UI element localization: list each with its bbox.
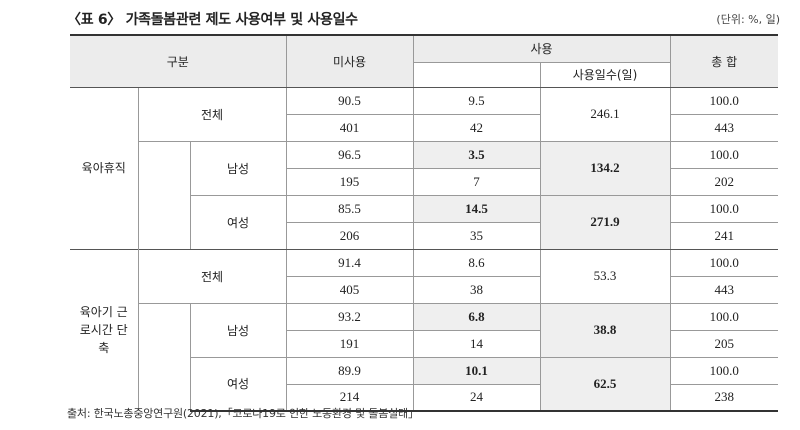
count-unused: 214	[285, 384, 413, 412]
count-used: 42	[412, 114, 540, 142]
row-label: 남성	[189, 141, 286, 196]
count-total: 443	[669, 114, 778, 142]
count-total: 241	[669, 222, 778, 250]
count-unused: 206	[285, 222, 413, 250]
table-caption: 〈표 6〉 가족돌봄관련 제도 사용여부 및 사용일수	[67, 12, 358, 28]
pct-used: 9.5	[412, 87, 540, 115]
pct-unused: 85.5	[285, 195, 413, 223]
pct-used: 10.1	[412, 357, 540, 385]
count-total: 205	[669, 330, 778, 358]
pct-used: 3.5	[412, 141, 540, 169]
unit-note: (단위: %, 일)	[716, 13, 780, 26]
pct-unused: 90.5	[285, 87, 413, 115]
pct-total: 100.0	[669, 248, 778, 277]
pct-unused: 89.9	[285, 357, 413, 385]
header-total: 총 합	[669, 34, 778, 88]
used-days: 246.1	[539, 87, 670, 142]
used-days: 271.9	[539, 195, 670, 250]
group-label: 육아기 근로시간 단축	[70, 248, 138, 411]
pct-unused: 93.2	[285, 303, 413, 331]
header-used-days: 사용일수(일)	[539, 61, 670, 88]
pct-used: 6.8	[412, 303, 540, 331]
count-used: 24	[412, 384, 540, 412]
pct-total: 100.0	[669, 357, 778, 385]
row-label: 남성	[189, 303, 286, 358]
row-label: 전체	[137, 87, 286, 142]
pct-total: 100.0	[669, 87, 778, 115]
count-total: 202	[669, 168, 778, 196]
pct-total: 100.0	[669, 141, 778, 169]
count-used: 7	[412, 168, 540, 196]
pct-unused: 91.4	[285, 248, 413, 277]
row-label: 전체	[137, 248, 286, 304]
count-used: 38	[412, 276, 540, 304]
used-days: 38.8	[539, 303, 670, 358]
count-total: 443	[669, 276, 778, 304]
used-days: 62.5	[539, 357, 670, 412]
pct-total: 100.0	[669, 303, 778, 331]
used-days: 53.3	[539, 248, 670, 304]
count-used: 35	[412, 222, 540, 250]
count-unused: 191	[285, 330, 413, 358]
count-unused: 405	[285, 276, 413, 304]
count-unused: 401	[285, 114, 413, 142]
header-category: 구분	[70, 34, 286, 88]
pct-unused: 96.5	[285, 141, 413, 169]
group-label-text: 육아기 근로시간 단축	[79, 305, 128, 356]
pct-total: 100.0	[669, 195, 778, 223]
count-used: 14	[412, 330, 540, 358]
source-note: 출처: 한국노총중앙연구원(2021),「코로나19로 인한 노동환경 및 돌봄…	[67, 407, 419, 420]
row-label: 여성	[189, 357, 286, 412]
pct-used: 8.6	[412, 248, 540, 277]
used-days: 134.2	[539, 141, 670, 196]
header-used: 사용	[412, 34, 670, 62]
row-label: 여성	[189, 195, 286, 250]
group-label: 육아휴직	[81, 161, 126, 175]
count-unused: 195	[285, 168, 413, 196]
header-unused: 미사용	[285, 34, 413, 88]
count-total: 238	[669, 384, 778, 412]
usage-table: 구분 미사용 사용 총 합 사용일수(일) 육아휴직 전체 90.5 9.5 2…	[70, 34, 778, 412]
pct-used: 14.5	[412, 195, 540, 223]
